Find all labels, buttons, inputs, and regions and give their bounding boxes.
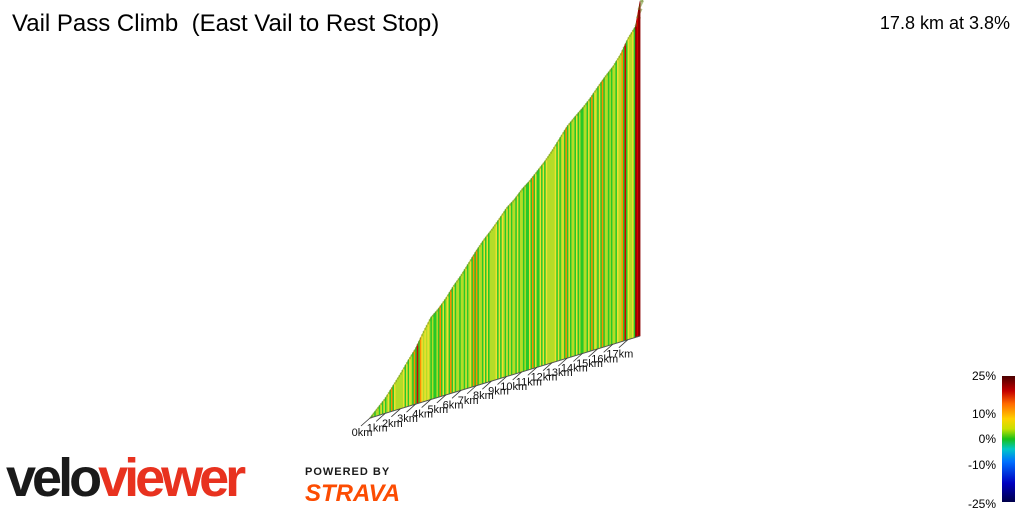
x-tick bbox=[466, 385, 477, 395]
chart-title: Vail Pass Climb (East Vail to Rest Stop) bbox=[12, 10, 440, 37]
x-tick bbox=[406, 403, 416, 413]
x-tick-label: 12km bbox=[531, 372, 558, 384]
x-tick-label: 4km bbox=[412, 409, 433, 421]
x-tick bbox=[375, 413, 386, 422]
x-tick bbox=[421, 399, 431, 408]
powered-by-label: POWERED BY bbox=[305, 466, 391, 478]
x-tick-label: 10km bbox=[500, 381, 527, 393]
x-tick-label: 11km bbox=[516, 376, 542, 388]
x-tick-label: 14km bbox=[561, 363, 588, 375]
x-tick bbox=[603, 343, 613, 353]
x-tick bbox=[436, 394, 447, 404]
scale-label-10: 10% bbox=[971, 407, 996, 421]
climb-summary: 17.8 km at 3.8% bbox=[879, 13, 1010, 33]
scale-label-25: 25% bbox=[971, 369, 996, 383]
x-tick-label: 16km bbox=[591, 353, 618, 365]
logo-viewer-text: viewer bbox=[98, 448, 246, 508]
x-tick-label: 13km bbox=[546, 367, 573, 379]
x-tick-label: 5km bbox=[427, 404, 448, 416]
x-tick bbox=[360, 417, 371, 427]
x-tick bbox=[512, 371, 522, 381]
x-tick bbox=[451, 390, 462, 399]
x-tick bbox=[573, 353, 583, 362]
x-tick bbox=[557, 357, 568, 367]
distance-axis: 0km1km2km3km4km5km6km7km8km9km10km11km12… bbox=[352, 339, 633, 439]
scale-label-neg25: -25% bbox=[967, 497, 996, 511]
x-tick bbox=[482, 380, 492, 390]
x-tick bbox=[527, 367, 538, 376]
x-tick-label: 6km bbox=[443, 399, 464, 411]
x-tick-label: 9km bbox=[488, 386, 509, 398]
logo-velo-text: velo bbox=[6, 448, 102, 508]
x-tick bbox=[618, 339, 629, 348]
x-tick-label: 17km bbox=[606, 349, 633, 361]
x-tick bbox=[588, 348, 598, 358]
x-tick bbox=[391, 408, 401, 418]
profile-ridge bbox=[637, 0, 644, 11]
x-tick-label: 15km bbox=[576, 358, 603, 370]
x-tick bbox=[497, 376, 507, 385]
strava-logo[interactable]: STRAVA bbox=[305, 480, 401, 507]
x-tick-label: 8km bbox=[473, 390, 494, 402]
scale-label-0: 0% bbox=[978, 432, 996, 446]
gradient-color-scale bbox=[1002, 376, 1015, 502]
scale-label-neg10: -10% bbox=[967, 458, 996, 472]
x-tick-label: 2km bbox=[382, 418, 403, 430]
x-tick-label: 3km bbox=[397, 413, 418, 425]
x-tick bbox=[542, 362, 553, 372]
profile-ridge bbox=[639, 0, 644, 3]
x-tick-label: 1km bbox=[367, 422, 388, 434]
x-tick-label: 0km bbox=[352, 427, 373, 439]
x-tick-label: 7km bbox=[458, 395, 479, 407]
